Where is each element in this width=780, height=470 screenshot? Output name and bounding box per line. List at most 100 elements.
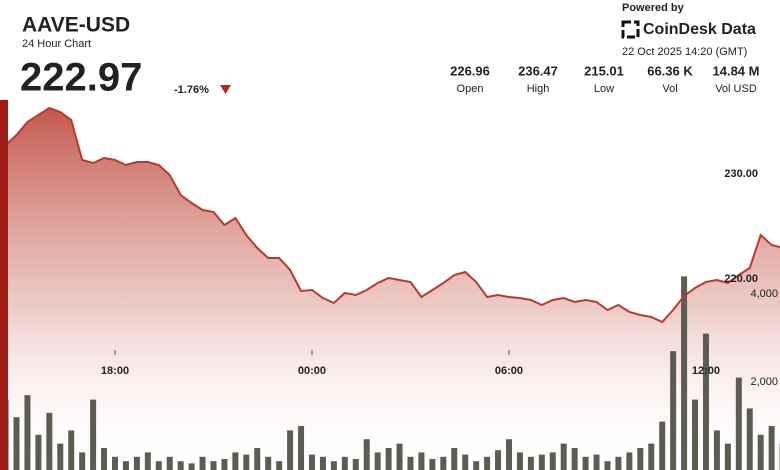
volume-bar: [276, 461, 283, 470]
volume-bar: [221, 459, 228, 470]
down-arrow: [220, 85, 231, 94]
volume-bar: [538, 454, 545, 470]
volume-bar: [692, 399, 699, 470]
volume-bar: [352, 459, 359, 470]
volume-bar: [527, 456, 534, 470]
x-tick-label: 18:00: [101, 365, 129, 377]
volume-bar: [735, 377, 742, 470]
volume-bar: [210, 461, 217, 470]
volume-bar: [462, 454, 469, 470]
timestamp: 22 Oct 2025 14:20 (GMT): [622, 46, 747, 58]
stat-label: High: [527, 83, 550, 95]
chart-title: AAVE-USD: [22, 14, 130, 37]
volume-bar: [659, 421, 666, 470]
volume-bar: [768, 426, 775, 470]
volume-bar: [385, 448, 392, 470]
volume-bar: [549, 452, 556, 470]
logo-icon: [621, 20, 640, 39]
volume-bar: [440, 456, 447, 470]
volume-bar: [35, 434, 42, 470]
volume-bar: [505, 439, 512, 470]
volume-bar: [746, 408, 753, 470]
volume-bar: [308, 454, 315, 470]
volume-bar: [133, 456, 140, 470]
volume-bar: [363, 439, 370, 470]
x-tick-label: 00:00: [298, 365, 326, 377]
price-line: [0, 106, 780, 324]
stat-value: 14.84 M: [713, 63, 760, 78]
x-tick-label: 12:00: [692, 365, 720, 377]
volume-bar: [330, 461, 337, 470]
volume-bar: [90, 399, 97, 470]
volume-bar: [155, 461, 162, 470]
y2-tick-label: 4,000: [750, 288, 778, 300]
volume-bar: [407, 456, 414, 470]
volume-bar: [615, 456, 622, 470]
volume-bar: [681, 276, 688, 470]
volume-bar: [571, 448, 578, 470]
volume-bar: [702, 333, 709, 470]
powered-by: Powered by: [622, 2, 685, 14]
price-change: -1.76%: [174, 84, 209, 96]
volume-bar: [670, 351, 677, 470]
price-area: [0, 108, 780, 470]
plot-area: [0, 106, 780, 470]
stat-value: 226.96: [450, 63, 490, 78]
volume-bar: [604, 461, 611, 470]
y-tick-label: 230.00: [724, 168, 758, 180]
volume-bar: [484, 456, 491, 470]
volume-bar: [341, 456, 348, 470]
volume-bar: [254, 448, 261, 470]
volume-bar: [593, 454, 600, 470]
volume-bar: [451, 448, 458, 470]
volume-bar: [396, 443, 403, 470]
volume-bar: [46, 412, 53, 470]
y2-tick-label: 2,000: [750, 376, 778, 388]
volume-bar: [101, 448, 108, 470]
volume-bar: [243, 454, 250, 470]
stat-value: 215.01: [584, 63, 624, 78]
volume-bar: [122, 461, 129, 470]
source: CoinDesk Data: [643, 21, 756, 38]
volume-bar: [418, 452, 425, 470]
stat-label: Vol: [662, 83, 677, 95]
volume-bar: [287, 430, 294, 470]
volume-bar: [713, 430, 720, 470]
volume-bar: [177, 461, 184, 470]
x-tick-label: 06:00: [495, 365, 523, 377]
volume-bar: [319, 456, 326, 470]
stat-value: 66.36 K: [647, 63, 693, 78]
volume-bar: [68, 430, 75, 470]
volume-bar: [495, 450, 502, 470]
volume-bar: [374, 452, 381, 470]
stat-label: Vol USD: [715, 83, 757, 95]
volume-bar: [199, 456, 206, 470]
volume-bar: [188, 463, 195, 470]
volume-bar: [757, 434, 764, 470]
volume-bar: [626, 452, 633, 470]
volume-bar: [265, 456, 272, 470]
volume-bar: [724, 443, 731, 470]
volume-bar: [112, 456, 118, 470]
chart-subtitle: 24 Hour Chart: [22, 38, 91, 50]
last-price: 222.97: [20, 56, 142, 100]
stat-value: 236.47: [518, 63, 558, 78]
left-edge-bar: [0, 100, 8, 470]
volume-bar: [516, 452, 523, 470]
volume-bar: [648, 443, 655, 470]
stat-label: Open: [457, 83, 484, 95]
volume-bar: [473, 461, 480, 470]
volume-bar: [13, 417, 20, 470]
volume-bar: [232, 452, 239, 470]
volume-bar: [298, 426, 305, 470]
volume-bar: [79, 452, 86, 470]
y-tick-label: 220.00: [724, 273, 758, 285]
stat-label: Low: [594, 83, 614, 95]
volume-bar: [429, 459, 436, 470]
volume-bar: [57, 443, 64, 470]
volume-bar: [560, 443, 567, 470]
volume-bar: [144, 452, 151, 470]
volume-bar: [24, 395, 31, 470]
volume-bar: [637, 448, 644, 470]
